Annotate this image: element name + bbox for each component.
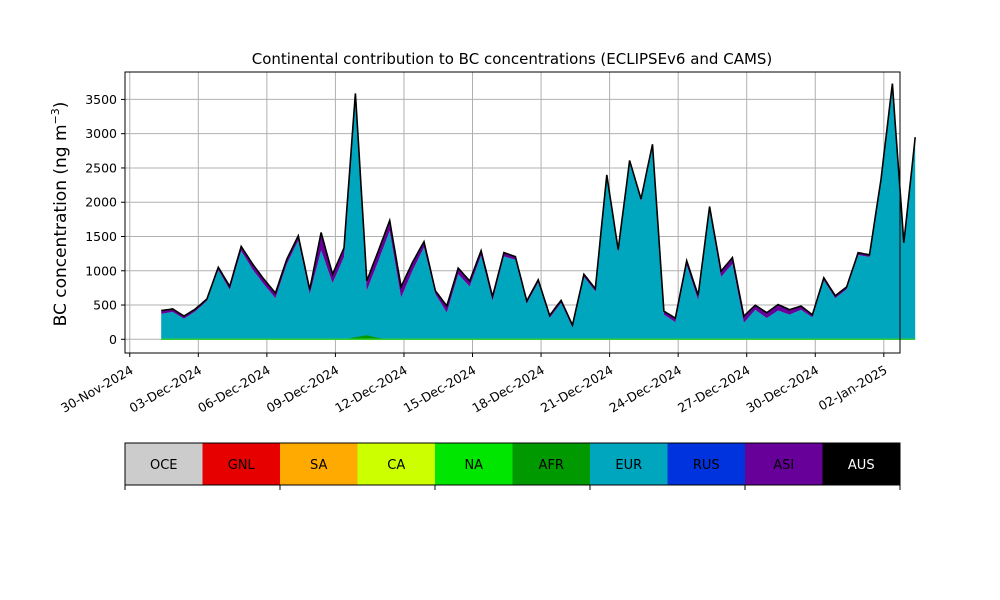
y-tick-label: 500 [93,298,117,313]
x-tick-label: 27-Dec-2024 [675,362,753,415]
y-tick-label: 1000 [85,263,117,278]
legend-label-ca: CA [387,458,405,473]
legend-swatch-oce [125,443,203,485]
region-colorbar-legend: OCE GNL SA CA NA AFR EUR RUS ASI AUS [124,442,901,490]
chart-title: Continental contribution to BC concentra… [252,50,773,68]
y-tick-label: 3500 [85,92,117,107]
series-area-eur [161,85,916,340]
y-axis-label: BC concentration (ng m−3) [49,102,71,327]
legend-label-oce: OCE [150,458,178,473]
y-axis-label-close: ) [51,102,71,109]
x-tick-label: 03-Dec-2024 [127,362,205,415]
series-line-total-aus [161,83,916,328]
legend-swatch-eur [590,443,668,485]
axes: 050010001500200025003000350030-Nov-20240… [58,71,901,416]
legend-label-sa: SA [310,458,327,473]
x-tick-label: 30-Nov-2024 [58,362,136,415]
x-tick-label: 18-Dec-2024 [469,362,547,415]
legend-swatch-afr [512,443,590,485]
x-tick-label: 12-Dec-2024 [332,362,410,415]
y-tick-label: 0 [109,332,117,347]
x-tick-label: 09-Dec-2024 [264,362,342,415]
legend-swatch-sa [280,443,358,485]
legend-swatch-aus [822,443,900,485]
legend-label-afr: AFR [539,458,564,473]
plot-frame [124,71,901,354]
legend-label-rus: RUS [693,458,720,473]
legend-swatch-gnl [202,443,280,485]
stacked-areas [161,83,916,341]
legend-label-aus: AUS [848,458,875,473]
legend-swatch-ca [357,443,435,485]
x-tick-label: 02-Jan-2025 [816,362,890,413]
x-tick-label: 30-Dec-2024 [744,362,822,415]
legend-label-na: NA [464,458,483,473]
y-tick-label: 1500 [85,229,117,244]
y-tick-label: 3000 [85,126,117,141]
y-axis-label-exponent: −3 [49,108,62,124]
series-area-asi [161,84,916,328]
legend-swatch-rus [667,443,745,485]
x-tick-label: 24-Dec-2024 [606,362,684,415]
x-tick-label: 15-Dec-2024 [401,362,479,415]
y-axis-label-main: BC concentration (ng m [51,124,71,326]
y-tick-label: 2500 [85,160,117,175]
x-tick-label: 21-Dec-2024 [538,362,616,415]
y-tick-label: 2000 [85,195,117,210]
legend-frame [124,442,901,486]
x-tick-label: 06-Dec-2024 [195,362,273,415]
legend-label-gnl: GNL [228,458,256,473]
legend-label-eur: EUR [615,458,642,473]
legend-swatch-asi [745,443,823,485]
legend-swatch-na [435,443,513,485]
legend-label-asi: ASI [773,458,794,473]
